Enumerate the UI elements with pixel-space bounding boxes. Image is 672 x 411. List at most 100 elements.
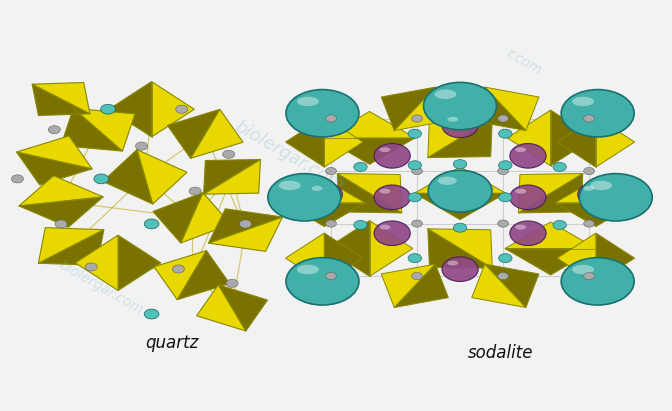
Polygon shape	[167, 109, 220, 158]
Ellipse shape	[412, 167, 423, 175]
Polygon shape	[208, 217, 282, 252]
Ellipse shape	[578, 182, 614, 207]
Ellipse shape	[448, 117, 458, 122]
Ellipse shape	[423, 82, 497, 130]
Ellipse shape	[590, 181, 612, 190]
Polygon shape	[38, 230, 104, 265]
Ellipse shape	[306, 182, 342, 207]
Ellipse shape	[437, 177, 457, 185]
Polygon shape	[485, 264, 539, 307]
Polygon shape	[75, 235, 118, 291]
Ellipse shape	[498, 272, 509, 280]
Polygon shape	[19, 197, 103, 227]
Ellipse shape	[584, 272, 595, 280]
Polygon shape	[557, 233, 596, 283]
Polygon shape	[181, 193, 230, 243]
Polygon shape	[394, 264, 448, 307]
Ellipse shape	[408, 254, 421, 263]
Ellipse shape	[94, 174, 109, 184]
Ellipse shape	[408, 129, 421, 138]
Ellipse shape	[55, 220, 67, 228]
Ellipse shape	[297, 265, 319, 274]
Polygon shape	[32, 83, 90, 114]
Polygon shape	[103, 150, 153, 204]
Polygon shape	[19, 175, 103, 206]
Ellipse shape	[101, 104, 116, 114]
Ellipse shape	[448, 186, 458, 191]
Ellipse shape	[226, 279, 238, 287]
Ellipse shape	[48, 126, 60, 134]
Ellipse shape	[583, 186, 594, 191]
Ellipse shape	[85, 263, 97, 271]
Ellipse shape	[454, 223, 467, 232]
Polygon shape	[381, 264, 435, 307]
Polygon shape	[118, 235, 161, 291]
Ellipse shape	[428, 170, 492, 212]
Ellipse shape	[144, 219, 159, 229]
Polygon shape	[324, 111, 415, 138]
Ellipse shape	[279, 181, 300, 190]
Ellipse shape	[326, 167, 337, 175]
Polygon shape	[204, 159, 261, 194]
Polygon shape	[485, 87, 539, 131]
Ellipse shape	[499, 161, 512, 170]
Ellipse shape	[374, 143, 411, 168]
Polygon shape	[325, 117, 363, 167]
Polygon shape	[218, 285, 267, 331]
Polygon shape	[283, 203, 366, 226]
Ellipse shape	[435, 90, 456, 99]
Ellipse shape	[374, 221, 411, 245]
Polygon shape	[428, 229, 493, 268]
Ellipse shape	[380, 147, 390, 152]
Polygon shape	[38, 228, 104, 263]
Polygon shape	[204, 159, 261, 194]
Polygon shape	[17, 152, 92, 185]
Ellipse shape	[510, 143, 546, 168]
Ellipse shape	[146, 220, 158, 228]
Ellipse shape	[312, 186, 323, 191]
Polygon shape	[324, 138, 415, 164]
Polygon shape	[505, 249, 596, 275]
Polygon shape	[596, 233, 634, 283]
Polygon shape	[557, 117, 596, 167]
Ellipse shape	[442, 113, 478, 138]
Polygon shape	[177, 251, 230, 300]
Ellipse shape	[515, 189, 526, 194]
Ellipse shape	[102, 105, 114, 113]
Polygon shape	[286, 117, 325, 167]
Ellipse shape	[353, 220, 367, 229]
Ellipse shape	[561, 90, 634, 137]
Ellipse shape	[95, 175, 108, 183]
Ellipse shape	[380, 225, 390, 230]
Polygon shape	[154, 251, 206, 300]
Ellipse shape	[408, 193, 421, 202]
Ellipse shape	[498, 220, 509, 227]
Polygon shape	[507, 110, 550, 166]
Ellipse shape	[515, 225, 526, 230]
Polygon shape	[381, 87, 435, 131]
Ellipse shape	[326, 272, 337, 280]
Ellipse shape	[412, 220, 423, 227]
Polygon shape	[428, 229, 493, 268]
Ellipse shape	[510, 221, 546, 245]
Polygon shape	[61, 109, 122, 151]
Ellipse shape	[584, 167, 595, 175]
Ellipse shape	[11, 175, 24, 183]
Ellipse shape	[173, 265, 184, 273]
Polygon shape	[505, 222, 596, 249]
Ellipse shape	[374, 185, 411, 210]
Polygon shape	[472, 264, 526, 307]
Polygon shape	[73, 109, 135, 151]
Polygon shape	[326, 221, 370, 276]
Ellipse shape	[448, 261, 458, 266]
Polygon shape	[518, 173, 583, 213]
Polygon shape	[555, 203, 637, 226]
Ellipse shape	[498, 115, 509, 122]
Polygon shape	[555, 179, 637, 203]
Ellipse shape	[584, 220, 595, 227]
Polygon shape	[472, 87, 526, 131]
Ellipse shape	[286, 90, 359, 137]
Polygon shape	[518, 173, 583, 213]
Ellipse shape	[499, 193, 512, 202]
Ellipse shape	[353, 162, 367, 171]
